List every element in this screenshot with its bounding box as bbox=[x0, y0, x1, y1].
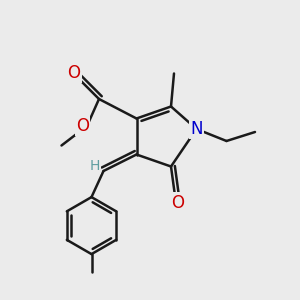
Text: O: O bbox=[171, 194, 184, 211]
Text: O: O bbox=[76, 117, 89, 135]
Text: O: O bbox=[68, 64, 81, 82]
Text: H: H bbox=[89, 159, 100, 172]
Text: N: N bbox=[190, 120, 203, 138]
